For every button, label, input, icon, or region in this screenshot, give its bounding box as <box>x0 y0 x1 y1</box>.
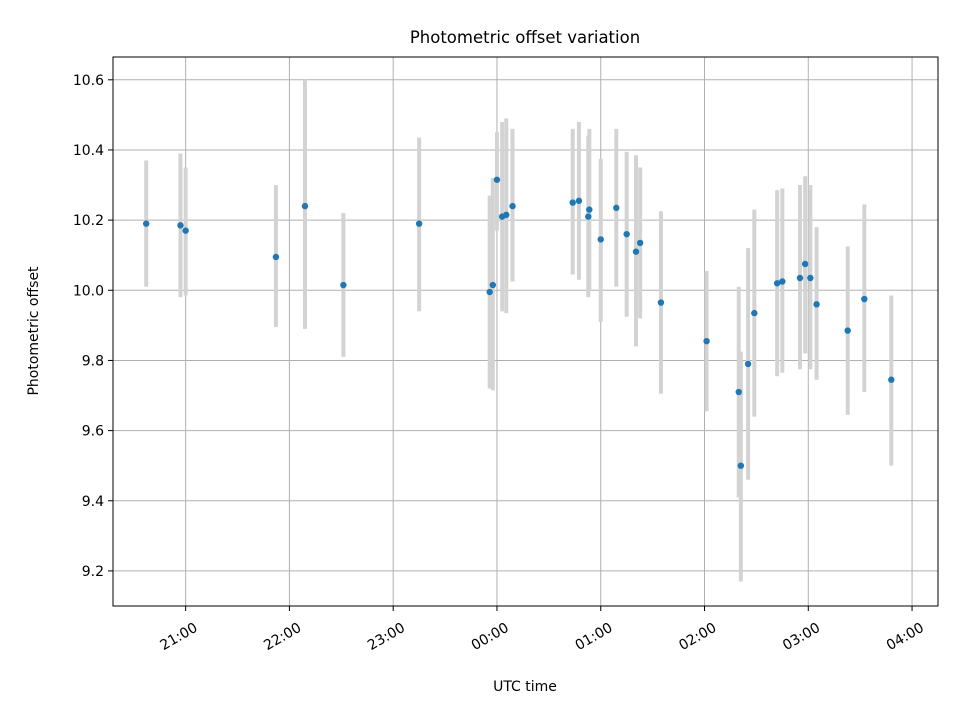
data-point <box>632 248 640 255</box>
data-point <box>801 260 809 268</box>
y-axis-label: Photometric offset <box>26 266 42 396</box>
data-point <box>737 462 745 469</box>
y-tick-label: 10.2 <box>73 213 104 229</box>
data-point <box>340 281 347 289</box>
data-point <box>703 337 710 345</box>
y-tick-label: 9.8 <box>82 353 104 369</box>
y-axis-ticks: 9.2 9.4 9.6 9.8 10.0 10.2 10.4 10.6 <box>73 73 113 580</box>
data-point <box>272 253 280 261</box>
x-axis-label: UTC time <box>493 679 557 695</box>
data-point <box>415 220 423 227</box>
data-point <box>888 376 895 383</box>
data-point <box>796 274 804 282</box>
data-points <box>143 176 895 469</box>
data-point <box>623 230 630 238</box>
data-point <box>773 280 781 287</box>
data-point <box>844 327 851 334</box>
data-point <box>861 295 868 303</box>
data-point <box>657 299 665 306</box>
data-point <box>744 360 752 368</box>
data-point <box>503 211 510 219</box>
data-point <box>779 278 786 285</box>
data-point <box>569 199 576 206</box>
data-point <box>486 288 493 296</box>
data-point <box>489 281 497 289</box>
data-point <box>586 206 593 213</box>
plot-frame <box>112 56 939 607</box>
data-point <box>301 202 309 210</box>
data-point <box>813 301 820 308</box>
y-tick-label: 10.0 <box>73 283 104 299</box>
y-tick-label: 9.4 <box>82 494 104 510</box>
chart-title: Photometric offset variation <box>410 28 640 47</box>
data-point <box>735 388 742 396</box>
data-point <box>177 222 184 229</box>
data-point <box>807 274 814 282</box>
y-tick-label: 10.4 <box>73 143 104 159</box>
y-tick-label: 9.6 <box>82 424 104 440</box>
data-point <box>509 202 516 210</box>
y-tick-label: 9.2 <box>82 564 104 580</box>
data-point <box>182 227 189 234</box>
y-tick-label: 10.6 <box>73 73 104 89</box>
data-point <box>636 239 644 247</box>
data-point <box>585 213 592 220</box>
data-point <box>613 204 620 212</box>
data-point <box>751 309 758 317</box>
data-point <box>143 220 150 227</box>
grid <box>113 57 938 606</box>
data-point <box>493 176 501 183</box>
data-point <box>597 236 604 243</box>
data-point <box>575 197 583 205</box>
